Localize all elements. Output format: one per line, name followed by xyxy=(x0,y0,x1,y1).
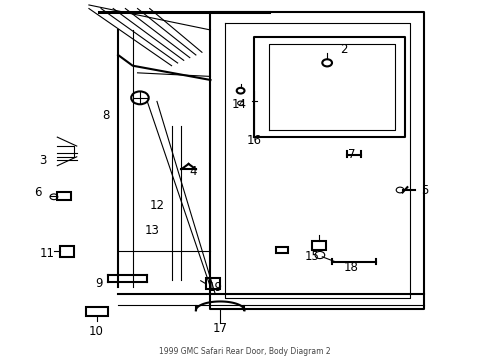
Text: 13: 13 xyxy=(144,224,159,237)
Text: 17: 17 xyxy=(212,322,227,335)
Bar xyxy=(276,247,287,253)
Text: 9: 9 xyxy=(95,277,102,290)
Bar xyxy=(60,246,74,257)
Text: 16: 16 xyxy=(246,134,261,147)
Text: 4: 4 xyxy=(189,165,197,177)
Text: 6: 6 xyxy=(34,186,41,199)
Bar xyxy=(205,278,220,289)
Text: 15: 15 xyxy=(305,250,319,263)
Text: 18: 18 xyxy=(344,261,358,274)
Text: 12: 12 xyxy=(149,198,164,212)
Text: 3: 3 xyxy=(39,154,46,167)
Text: 10: 10 xyxy=(89,325,103,338)
Text: 19: 19 xyxy=(207,281,223,294)
Text: 8: 8 xyxy=(102,109,109,122)
Bar xyxy=(86,307,108,316)
Text: 2: 2 xyxy=(340,43,347,56)
Bar xyxy=(311,241,325,249)
Text: 7: 7 xyxy=(347,148,354,162)
Text: 1999 GMC Safari Rear Door, Body Diagram 2: 1999 GMC Safari Rear Door, Body Diagram … xyxy=(159,347,329,356)
Bar xyxy=(57,192,71,200)
Text: 14: 14 xyxy=(232,99,246,112)
Text: 11: 11 xyxy=(40,247,55,260)
Text: 5: 5 xyxy=(420,184,427,197)
